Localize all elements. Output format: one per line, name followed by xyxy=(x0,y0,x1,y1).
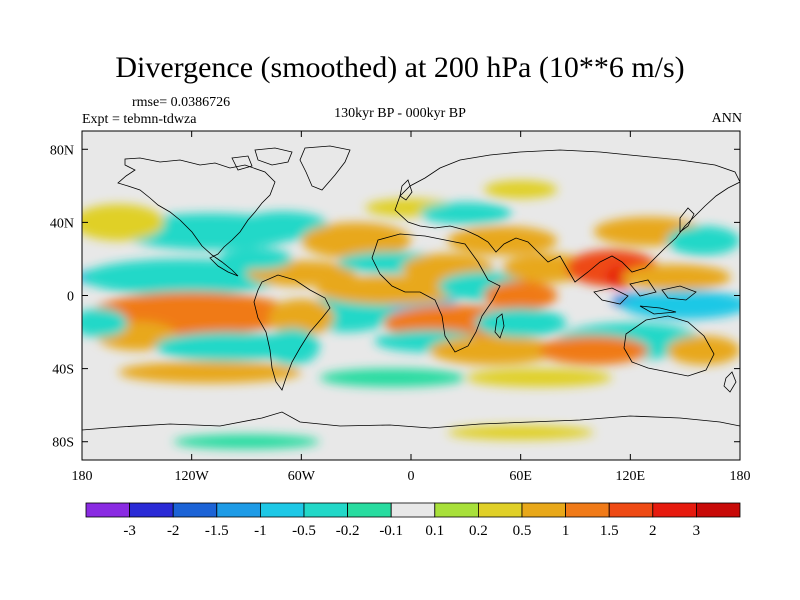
colorbar-swatch xyxy=(477,502,523,518)
x-tick-label: 0 xyxy=(408,469,415,484)
anomaly-region xyxy=(264,328,320,365)
anomaly-region xyxy=(666,226,740,256)
anomaly-region xyxy=(429,335,558,365)
colorbar-swatch xyxy=(85,502,130,518)
map-axes: 180 120W 60W 0 60E 120E 180 80N 40N 0 40S 80S xyxy=(50,131,751,484)
x-tick-label: 120E xyxy=(616,469,646,484)
anomaly-region xyxy=(666,335,740,365)
coastline-eurasia xyxy=(394,149,740,283)
period-label: 130kyr BP - 000kyr BP xyxy=(334,106,466,121)
x-tick-label: 180 xyxy=(730,469,751,484)
colorbar-label: 0.1 xyxy=(425,523,444,539)
anomaly-region xyxy=(82,204,165,241)
coastline-north-america xyxy=(117,157,276,277)
anomaly-region xyxy=(465,368,613,387)
anomaly-region xyxy=(315,275,463,305)
colorbar-swatch xyxy=(259,502,305,518)
colorbar-label: 0.2 xyxy=(469,523,488,539)
colorbar-label: 0.5 xyxy=(513,523,532,539)
coastline-japan xyxy=(679,207,695,233)
y-tick-label: 80S xyxy=(52,436,74,451)
coastline-new-zealand xyxy=(723,371,737,393)
colorbar-label: 1 xyxy=(562,523,570,539)
anomaly-region xyxy=(82,258,284,296)
x-tick-label: 180 xyxy=(72,469,93,484)
anomaly-region xyxy=(237,211,329,241)
colorbar-swatch xyxy=(652,502,697,518)
rmse-label: rmse= 0.0386726 xyxy=(132,95,231,110)
anomaly-region xyxy=(118,361,302,384)
colorbar-swatch xyxy=(216,502,261,518)
anomaly-region xyxy=(155,332,302,362)
anomaly-region xyxy=(301,222,411,259)
colorbar-swatch xyxy=(696,502,741,518)
colorbar-label: 2 xyxy=(649,523,657,539)
anomaly-region xyxy=(319,368,466,387)
anomaly-region xyxy=(82,308,128,338)
colorbar-swatch xyxy=(303,502,348,518)
coastline-madagascar xyxy=(494,313,505,339)
experiment-label: Expt = tebmn-tdwza xyxy=(82,112,197,127)
anomaly-region xyxy=(484,280,558,311)
coastlines xyxy=(82,145,740,431)
anomaly-region xyxy=(538,335,649,365)
colorbar-swatch xyxy=(608,502,654,518)
coastline-greenland xyxy=(299,145,351,191)
colorbar-swatch xyxy=(347,502,392,518)
colorbar-swatch xyxy=(129,502,174,518)
y-tick-label: 40S xyxy=(52,363,74,378)
colorbar-swatch xyxy=(434,502,479,518)
colorbar-label: -0.1 xyxy=(379,523,403,539)
anomaly-region xyxy=(447,425,594,440)
y-tick-label: 80N xyxy=(50,143,74,158)
anomaly-blobs xyxy=(82,180,740,450)
colorbar-label: -0.5 xyxy=(292,523,316,539)
season-label: ANN xyxy=(711,111,742,126)
x-tick-label: 60W xyxy=(288,469,316,484)
colorbar-label: -0.2 xyxy=(336,523,360,539)
colorbar: -3 -2 -1.5 -1 -0.5 -0.2 -0.1 0.1 0.2 0.5 1 1.5 2 3 xyxy=(85,502,741,539)
plot-title: Divergence (smoothed) at 200 hPa (10**6 … xyxy=(115,51,685,84)
anomaly-region xyxy=(474,308,567,338)
anomaly-region xyxy=(420,202,512,225)
colorbar-swatch xyxy=(172,502,218,518)
anomaly-region xyxy=(268,299,335,336)
colorbar-swatch xyxy=(390,502,436,518)
colorbar-label: -2 xyxy=(167,523,180,539)
anomaly-region xyxy=(219,247,293,270)
coastline-antarctica xyxy=(82,411,740,431)
anomaly-region xyxy=(621,264,731,291)
colorbar-label: -1.5 xyxy=(205,523,229,539)
coastline-australia xyxy=(623,315,715,377)
divergence-field xyxy=(82,180,740,450)
colorbar-label: -1 xyxy=(254,523,267,539)
map-area xyxy=(81,130,741,461)
y-tick-label: 40N xyxy=(50,216,74,231)
coastline-arctic-islands xyxy=(231,147,293,171)
y-tick-label: 0 xyxy=(67,290,74,305)
x-tick-label: 60E xyxy=(509,469,532,484)
anomaly-region xyxy=(173,434,320,450)
anomaly-region xyxy=(447,226,558,256)
colorbar-label: 3 xyxy=(693,523,701,539)
coastline-uk xyxy=(399,179,413,201)
coastline-south-america xyxy=(253,274,331,391)
anomaly-region xyxy=(484,180,558,199)
coastline-africa xyxy=(371,233,501,353)
anomaly-region xyxy=(621,290,740,320)
colorbar-label: 1.5 xyxy=(600,523,619,539)
x-tick-label: 120W xyxy=(175,469,210,484)
colorbar-label: -3 xyxy=(123,523,136,539)
coastline-maritime-continent xyxy=(593,279,697,315)
colorbar-swatch xyxy=(521,502,566,518)
colorbar-swatch xyxy=(565,502,610,518)
